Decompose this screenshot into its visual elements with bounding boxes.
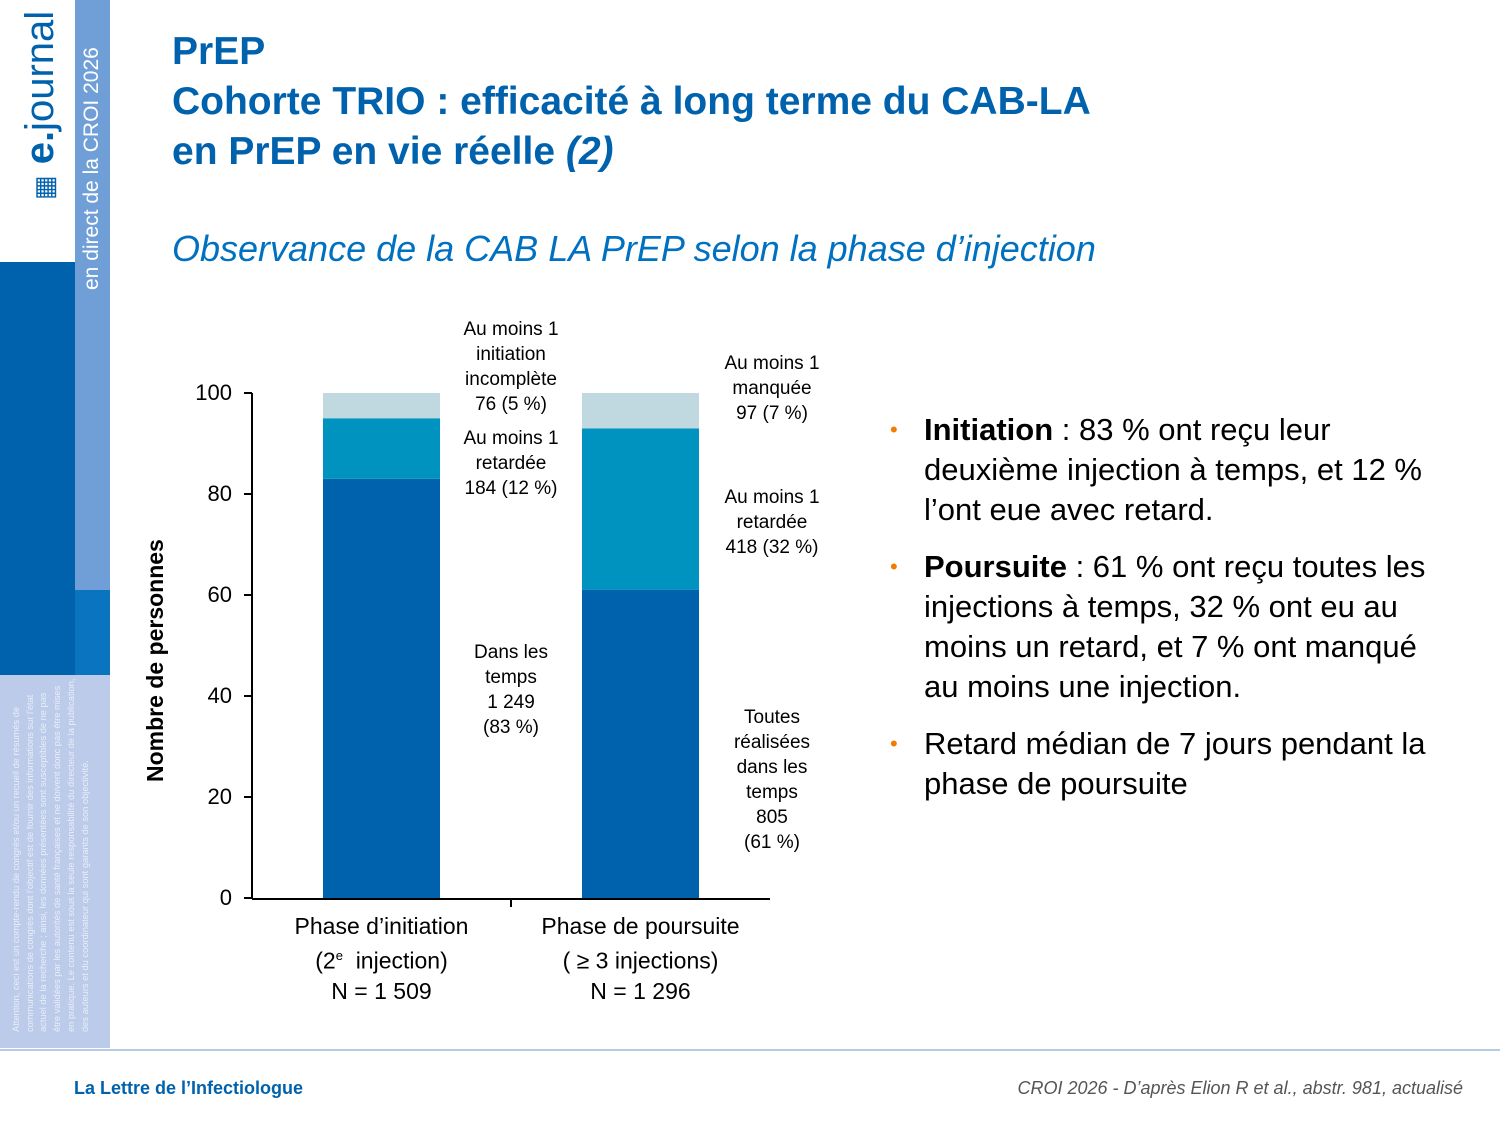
bullet-icon: • bbox=[890, 731, 898, 756]
segment-label-line: Au moins 1 bbox=[463, 428, 559, 450]
sidebar-band bbox=[0, 262, 75, 675]
category-n: N = 1 509 bbox=[331, 977, 432, 1004]
source-citation: CROI 2026 - D’après Elion R et al., abst… bbox=[1017, 1078, 1463, 1098]
segment-label-line: Au moins 1 bbox=[463, 319, 559, 340]
bullet-text: : 83 % ont reçu leur deuxième injection … bbox=[924, 412, 1422, 527]
segment-label-line: 76 (5 %) bbox=[475, 394, 547, 415]
category-detail: (2e injection) bbox=[295, 941, 469, 976]
detail-text: ( ≥ 3 injections) bbox=[562, 947, 719, 974]
sidebar-logo-area bbox=[0, 0, 75, 262]
bullet-list: • Initiation : 83 % ont reçu leur deuxièm… bbox=[890, 410, 1450, 821]
segment-label-line: 418 (32 %) bbox=[725, 537, 819, 559]
x-category-label: Phase d’initiation (2e injection) N = 1 50… bbox=[295, 911, 469, 1006]
segment-label: Au moins 1 retardée 418 (32 %) bbox=[724, 485, 819, 560]
subtitle: Observance de la CAB LA PrEP selon la ph… bbox=[172, 228, 1096, 269]
title-part: (2) bbox=[565, 130, 614, 173]
bar-segment bbox=[323, 418, 440, 479]
journal-name: La Lettre de l’Infectiologue bbox=[74, 1078, 304, 1098]
sidebar-strip bbox=[75, 0, 110, 675]
segment-label-line: retardée bbox=[736, 512, 808, 534]
segment-label-line: 184 (12 %) bbox=[464, 478, 558, 500]
segment-label-line: retardée bbox=[475, 453, 547, 475]
page-title-line3: en PrEP en vie réelle (2) bbox=[172, 130, 614, 174]
segment-label-line: incomplète bbox=[465, 369, 557, 390]
category-detail: ( ≥ 3 injections) bbox=[541, 941, 739, 976]
segment-label-line: Au moins 1 bbox=[724, 487, 820, 509]
bar-segment bbox=[323, 393, 440, 419]
detail-text: injection) bbox=[342, 947, 448, 974]
segment-label-line: Dans les bbox=[474, 642, 548, 663]
x-category-label: Phase de poursuite ( ≥ 3 injections) N = 1… bbox=[541, 911, 739, 1006]
segment-label: Au moins 1 retardée 184 (12 %) bbox=[463, 426, 558, 501]
bullet-bold: Poursuite bbox=[924, 549, 1067, 584]
bullet-bold: Initiation bbox=[924, 412, 1054, 447]
segment-label: Toutes réalisées dans les temps 805 (61 %) bbox=[734, 705, 810, 855]
bullet-text: : 61 % ont reçu toutes les injections à … bbox=[924, 549, 1426, 704]
segment-label: Dans les temps 1 249 (83 %) bbox=[474, 640, 548, 740]
y-tick-label: 0 bbox=[219, 885, 232, 910]
category-name: Phase d’initiation bbox=[294, 913, 469, 939]
segment-label-line: 97 (7 %) bbox=[736, 403, 808, 424]
disclaimer-panel bbox=[0, 675, 110, 1048]
bar-segment bbox=[582, 428, 699, 590]
segment-label-line: temps bbox=[746, 782, 798, 803]
bullet-item: • Retard médian de 7 jours pendant la pha… bbox=[890, 724, 1450, 804]
segment-label-line: manquée bbox=[732, 378, 812, 399]
segment-label-line: (83 %) bbox=[483, 717, 539, 738]
bullet-text: Retard médian de 7 jours pendant la phas… bbox=[924, 726, 1426, 801]
page-title: Cohorte TRIO : efficacité à long terme d… bbox=[172, 80, 1091, 123]
bullet-icon: • bbox=[890, 417, 898, 442]
sidebar-strip-accent bbox=[75, 590, 110, 675]
y-tick-label: 40 bbox=[207, 683, 232, 708]
superscript: e bbox=[335, 948, 343, 963]
detail-text: (2 bbox=[315, 947, 336, 974]
segment-label-line: 805 bbox=[756, 807, 788, 828]
category-n: N = 1 296 bbox=[590, 977, 691, 1004]
segment-label: Au moins 1 initiation incomplète 76 (5 %) bbox=[463, 317, 558, 417]
bar-segment bbox=[582, 393, 699, 429]
segment-label-line: 1 249 bbox=[487, 692, 535, 713]
title-text: en PrEP en vie réelle bbox=[172, 130, 556, 173]
section-title: PrEP bbox=[172, 30, 266, 73]
category-name: Phase de poursuite bbox=[541, 913, 740, 939]
segment-label-line: Au moins 1 bbox=[724, 353, 820, 374]
segment-label-line: temps bbox=[485, 667, 537, 688]
bar-segment bbox=[582, 589, 699, 898]
segment-label-line: initiation bbox=[476, 344, 546, 365]
bar-segment bbox=[323, 478, 440, 898]
segment-label-line: dans les bbox=[736, 757, 808, 778]
y-tick-label: 80 bbox=[207, 481, 232, 506]
segment-label-line: (61 %) bbox=[744, 832, 800, 853]
y-tick-label: 20 bbox=[207, 784, 232, 809]
bullet-icon: • bbox=[890, 554, 898, 579]
segment-label: Au moins 1 manquée 97 (7 %) bbox=[724, 351, 819, 426]
y-axis-label: Nombre de personnes bbox=[142, 539, 168, 782]
bullet-item: • Initiation : 83 % ont reçu leur deuxièm… bbox=[890, 410, 1450, 530]
y-tick-label: 60 bbox=[207, 582, 232, 607]
segment-label-line: Toutes bbox=[744, 707, 800, 728]
bullet-item: • Poursuite : 61 % ont reçu toutes les in… bbox=[890, 547, 1450, 707]
footer-divider bbox=[0, 1049, 1500, 1051]
y-tick-label: 100 bbox=[195, 380, 232, 405]
segment-label-line: réalisées bbox=[733, 732, 811, 753]
